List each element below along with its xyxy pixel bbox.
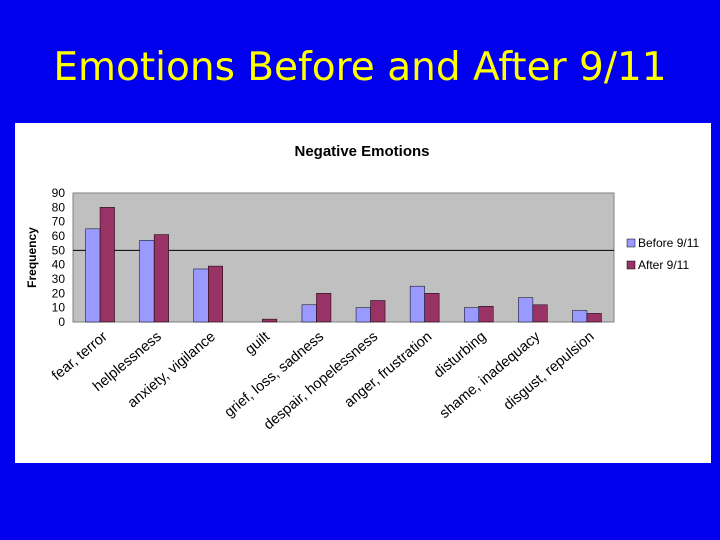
bar [139,240,155,323]
bar [532,304,548,323]
bar [316,293,332,323]
y-tick-label: 80 [52,200,66,214]
bar [85,228,101,323]
bar [355,307,371,323]
bar [370,300,386,323]
category-label: grief, loss, sadness [222,329,327,421]
slide-title: Emotions Before and After 9/11 [53,45,667,90]
bar [208,265,223,323]
bar [301,304,317,323]
y-tick-label: 60 [52,229,66,243]
category-label: guilt [242,329,273,358]
y-tick-label: 90 [52,186,66,200]
y-tick-label: 50 [52,243,66,257]
bar [153,234,169,323]
bar-chart: Negative Emotions Frequency 01020304050607… [25,143,699,433]
y-tick-label: 20 [52,286,66,300]
bar [99,207,115,323]
bar [478,305,494,323]
bar [464,307,479,323]
bar [424,293,440,323]
bar [572,310,588,323]
y-tick-label: 10 [52,301,66,315]
bar [409,285,425,323]
chart-title: Negative Emotions [294,143,429,160]
legend-swatch [626,238,636,248]
y-axis-label: Frequency [25,227,39,288]
y-tick-label: 0 [58,315,65,329]
bar [193,268,209,323]
y-tick-label: 70 [52,215,66,229]
legend-label: After 9/11 [638,258,689,272]
bar [262,318,278,323]
legend-label: Before 9/11 [638,236,699,250]
chart-panel: Negative Emotions Frequency 0 10 20 30 40 50 60 7… [15,123,711,463]
y-tick-label: 40 [52,258,66,272]
category-label: shame, inadequacy [437,328,544,422]
y-tick-label: 30 [52,272,66,286]
bar [518,297,534,323]
category-label: disgust, repulsion [501,329,598,414]
legend-swatch [626,260,636,270]
bar [586,313,602,323]
